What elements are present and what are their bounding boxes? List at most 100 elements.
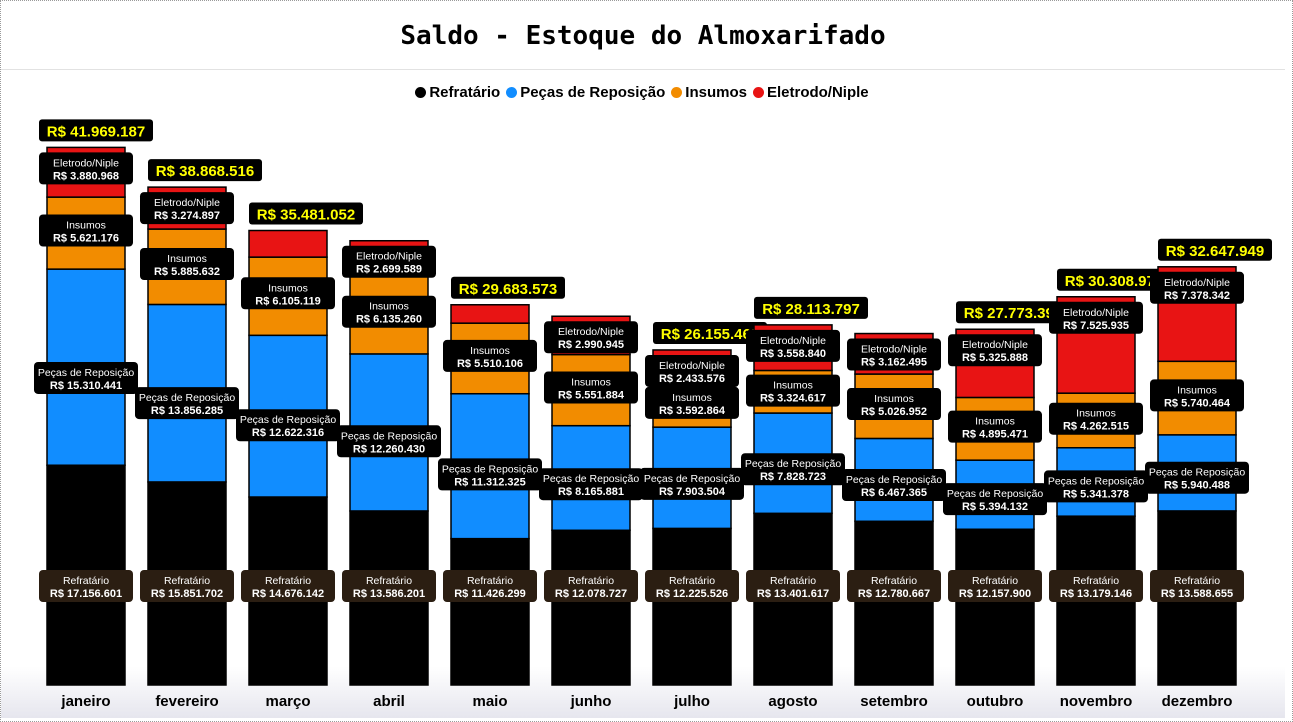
- total-label-outubro: R$ 27.773.391: [964, 305, 1062, 322]
- label-bg-insumos-junho: [544, 371, 638, 404]
- x-tick-setembro: setembro: [860, 693, 928, 710]
- label-bg-refratario-maio: [443, 570, 537, 602]
- label-name-refratario-janeiro: Refratário: [63, 575, 109, 587]
- label-eletrodo-niple-novembro: [1049, 301, 1143, 334]
- label-bg-pecas-de-reposicao-outubro: [943, 483, 1047, 516]
- label-insumos-setembro: [847, 388, 941, 421]
- x-tick-agosto: agosto: [768, 693, 817, 710]
- label-value-insumos-junho: R$ 5.551.884: [558, 390, 625, 402]
- label-bg-refratario-outubro: [948, 570, 1042, 602]
- x-tick-junho: junho: [570, 693, 612, 710]
- label-value-eletrodo-niple-setembro: R$ 3.162.495: [861, 357, 927, 369]
- label-pecas-de-reposicao-fevereiro: [135, 387, 239, 420]
- label-bg-pecas-de-reposicao-setembro: [842, 469, 946, 502]
- label-value-eletrodo-niple-julho: R$ 2.433.576: [659, 373, 725, 385]
- label-name-refratario-setembro: Refratário: [871, 575, 917, 587]
- total-label-bg-marco: [249, 202, 363, 225]
- label-name-pecas-de-reposicao-julho: Peças de Reposição: [644, 473, 740, 485]
- legend-dot-insumos: [671, 87, 683, 98]
- label-bg-insumos-maio: [443, 339, 537, 372]
- total-label-julho: R$ 26.155.469: [661, 326, 759, 343]
- label-bg-eletrodo-niple-julho: [645, 354, 739, 387]
- label-bg-insumos-dezembro: [1150, 379, 1244, 412]
- label-name-insumos-setembro: Insumos: [874, 393, 914, 405]
- legend-item-insumos[interactable]: Insumos: [671, 84, 747, 101]
- label-value-refratario-outubro: R$ 12.157.900: [959, 588, 1031, 600]
- label-value-refratario-dezembro: R$ 13.588.655: [1161, 588, 1233, 600]
- label-bg-eletrodo-niple-dezembro: [1150, 271, 1244, 304]
- label-refratario-agosto: [746, 570, 840, 602]
- label-bg-insumos-agosto: [746, 374, 840, 407]
- label-value-eletrodo-niple-dezembro: R$ 7.378.342: [1164, 290, 1230, 302]
- label-value-pecas-de-reposicao-junho: R$ 8.165.881: [558, 486, 624, 498]
- legend-item-pecas[interactable]: Peças de Reposição: [506, 84, 665, 101]
- total-label-bg-maio: [451, 276, 565, 299]
- label-value-insumos-abril: R$ 6.135.260: [356, 314, 422, 326]
- label-pecas-de-reposicao-junho: [539, 468, 643, 501]
- label-bg-refratario-janeiro: [39, 570, 133, 602]
- label-bg-insumos-novembro: [1049, 402, 1143, 435]
- label-name-eletrodo-niple-junho: Eletrodo/Niple: [558, 326, 624, 338]
- label-pecas-de-reposicao-dezembro: [1145, 461, 1249, 494]
- x-tick-julho: julho: [673, 693, 710, 710]
- label-bg-pecas-de-reposicao-maio: [438, 458, 542, 491]
- label-insumos-novembro: [1049, 402, 1143, 435]
- label-refratario-julho: [645, 570, 739, 602]
- legend-item-eletrodo[interactable]: Eletrodo/Niple: [752, 84, 869, 101]
- label-bg-refratario-dezembro: [1150, 570, 1244, 602]
- label-name-insumos-dezembro: Insumos: [1177, 384, 1217, 396]
- label-value-pecas-de-reposicao-marco: R$ 12.622.316: [252, 427, 324, 439]
- legend-label-insumos: Insumos: [685, 84, 747, 101]
- x-tick-marco: março: [265, 693, 310, 710]
- label-bg-insumos-outubro: [948, 410, 1042, 443]
- label-value-pecas-de-reposicao-abril: R$ 12.260.430: [353, 443, 425, 455]
- label-value-eletrodo-niple-abril: R$ 2.699.589: [356, 264, 422, 276]
- label-name-refratario-julho: Refratário: [669, 575, 715, 587]
- label-bg-pecas-de-reposicao-novembro: [1044, 470, 1148, 503]
- label-pecas-de-reposicao-julho: [640, 467, 744, 500]
- label-bg-eletrodo-niple-abril: [342, 245, 436, 278]
- legend-label-refratario: Refratário: [429, 84, 501, 101]
- label-refratario-marco: [241, 570, 335, 602]
- label-value-insumos-outubro: R$ 4.895.471: [962, 429, 1028, 441]
- label-value-eletrodo-niple-agosto: R$ 3.558.840: [760, 348, 826, 360]
- label-eletrodo-niple-agosto: [746, 329, 840, 362]
- label-name-pecas-de-reposicao-setembro: Peças de Reposição: [846, 474, 942, 486]
- label-name-refratario-agosto: Refratário: [770, 575, 816, 587]
- label-name-eletrodo-niple-agosto: Eletrodo/Niple: [760, 335, 826, 347]
- total-label-bg-outubro: [956, 301, 1070, 324]
- label-value-eletrodo-niple-janeiro: R$ 3.880.968: [53, 170, 119, 182]
- label-pecas-de-reposicao-abril: [337, 425, 441, 458]
- label-bg-pecas-de-reposicao-marco: [236, 409, 340, 442]
- label-value-refratario-agosto: R$ 13.401.617: [757, 588, 829, 600]
- label-name-insumos-maio: Insumos: [470, 345, 510, 357]
- label-value-insumos-marco: R$ 6.105.119: [255, 295, 320, 307]
- label-name-refratario-novembro: Refratário: [1073, 575, 1119, 587]
- label-bg-pecas-de-reposicao-fevereiro: [135, 387, 239, 420]
- total-label-dezembro: R$ 32.647.949: [1166, 243, 1264, 260]
- label-bg-eletrodo-niple-outubro: [948, 334, 1042, 367]
- label-name-insumos-novembro: Insumos: [1076, 408, 1116, 420]
- label-name-insumos-outubro: Insumos: [975, 416, 1015, 428]
- label-eletrodo-niple-outubro: [948, 334, 1042, 367]
- x-tick-outubro: outubro: [967, 693, 1024, 710]
- total-label-bg-novembro: [1057, 268, 1171, 291]
- label-name-insumos-agosto: Insumos: [773, 380, 813, 392]
- label-name-eletrodo-niple-janeiro: Eletrodo/Niple: [53, 157, 119, 169]
- x-tick-abril: abril: [373, 693, 405, 710]
- label-bg-pecas-de-reposicao-agosto: [741, 453, 845, 486]
- bar-segment-refratario-setembro: [854, 520, 934, 686]
- legend-dot-pecas: [506, 87, 518, 98]
- total-label-janeiro: R$ 41.969.187: [47, 123, 145, 140]
- label-value-pecas-de-reposicao-janeiro: R$ 15.310.441: [50, 380, 122, 392]
- label-name-pecas-de-reposicao-junho: Peças de Reposição: [543, 473, 639, 485]
- label-insumos-maio: [443, 339, 537, 372]
- label-bg-refratario-agosto: [746, 570, 840, 602]
- label-name-eletrodo-niple-outubro: Eletrodo/Niple: [962, 339, 1028, 351]
- label-insumos-marco: [241, 277, 335, 310]
- label-value-pecas-de-reposicao-outubro: R$ 5.394.132: [962, 501, 1028, 513]
- legend-item-refratario[interactable]: Refratário: [415, 84, 500, 101]
- total-label-bg-fevereiro: [148, 159, 262, 182]
- label-name-insumos-marco: Insumos: [268, 282, 308, 294]
- label-name-eletrodo-niple-setembro: Eletrodo/Niple: [861, 344, 927, 356]
